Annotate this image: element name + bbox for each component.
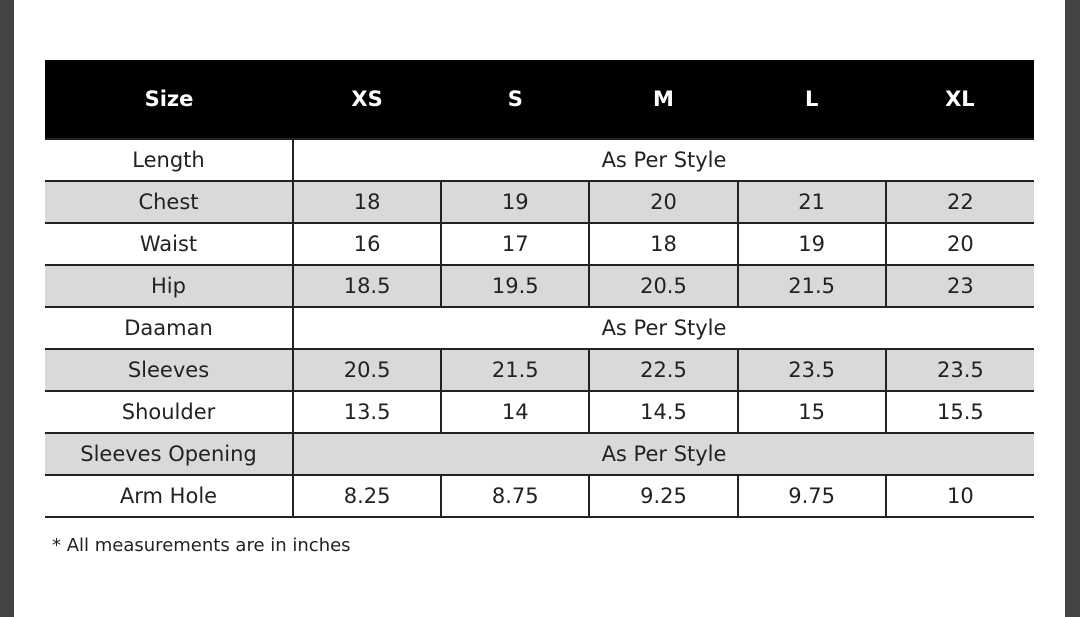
size-chart-table: Size XS S M L XL Length As Per Style Chest 18 19 2…	[45, 60, 1034, 518]
value-cell: 15	[736, 390, 886, 433]
value-cell: 20.5	[291, 348, 442, 391]
header-cell: XL	[885, 60, 1034, 139]
value-cell: 21.5	[736, 264, 886, 307]
row-label: Sleeves Opening	[45, 432, 293, 475]
table-row: Daaman As Per Style	[45, 306, 1034, 349]
row-label: Waist	[45, 222, 293, 265]
header-cell: M	[589, 60, 738, 139]
table-row: Sleeves Opening As Per Style	[45, 432, 1034, 475]
value-cell: 19	[440, 180, 590, 223]
value-cell: 22	[884, 180, 1034, 223]
table-row: Length As Per Style	[45, 138, 1034, 181]
value-cell: 9.25	[588, 474, 738, 518]
table-row: Sleeves 20.5 21.5 22.5 23.5 23.5	[45, 348, 1034, 391]
value-cell: 23.5	[736, 348, 886, 391]
value-cell: 16	[291, 222, 442, 265]
value-cell: 8.25	[291, 474, 442, 518]
row-label: Hip	[45, 264, 293, 307]
value-cell: 20.5	[588, 264, 738, 307]
header-cell: L	[737, 60, 886, 139]
value-cell: 10	[884, 474, 1034, 518]
value-cell: 20	[884, 222, 1034, 265]
header-cell: Size	[45, 60, 293, 139]
header-cell: XS	[293, 60, 442, 139]
row-label: Arm Hole	[45, 474, 293, 518]
value-cell: 20	[588, 180, 738, 223]
value-cell: 19.5	[440, 264, 590, 307]
header-cell: S	[441, 60, 590, 139]
row-label: Shoulder	[45, 390, 293, 433]
merged-cell: As Per Style	[292, 138, 1034, 181]
table-row: Shoulder 13.5 14 14.5 15 15.5	[45, 390, 1034, 433]
value-cell: 18	[588, 222, 738, 265]
value-cell: 15.5	[884, 390, 1034, 433]
value-cell: 18	[291, 180, 442, 223]
header-row: Size XS S M L XL	[45, 60, 1034, 139]
value-cell: 9.75	[736, 474, 886, 518]
value-cell: 21.5	[440, 348, 590, 391]
value-cell: 22.5	[588, 348, 738, 391]
value-cell: 23	[884, 264, 1034, 307]
table-row: Arm Hole 8.25 8.75 9.25 9.75 10	[45, 474, 1034, 518]
row-label: Sleeves	[45, 348, 293, 391]
table-row: Waist 16 17 18 19 20	[45, 222, 1034, 265]
document-page: Size XS S M L XL Length As Per Style Chest 18 19 2…	[14, 0, 1065, 617]
table-row: Chest 18 19 20 21 22	[45, 180, 1034, 223]
row-label: Length	[45, 138, 293, 181]
merged-cell: As Per Style	[292, 306, 1034, 349]
row-label: Daaman	[45, 306, 293, 349]
value-cell: 8.75	[440, 474, 590, 518]
value-cell: 14.5	[588, 390, 738, 433]
value-cell: 23.5	[884, 348, 1034, 391]
value-cell: 18.5	[291, 264, 442, 307]
value-cell: 19	[736, 222, 886, 265]
table-row: Hip 18.5 19.5 20.5 21.5 23	[45, 264, 1034, 307]
value-cell: 14	[440, 390, 590, 433]
value-cell: 17	[440, 222, 590, 265]
value-cell: 13.5	[291, 390, 442, 433]
row-label: Chest	[45, 180, 293, 223]
value-cell: 21	[736, 180, 886, 223]
measurement-note: * All measurements are in inches	[52, 535, 351, 556]
merged-cell: As Per Style	[292, 432, 1034, 475]
